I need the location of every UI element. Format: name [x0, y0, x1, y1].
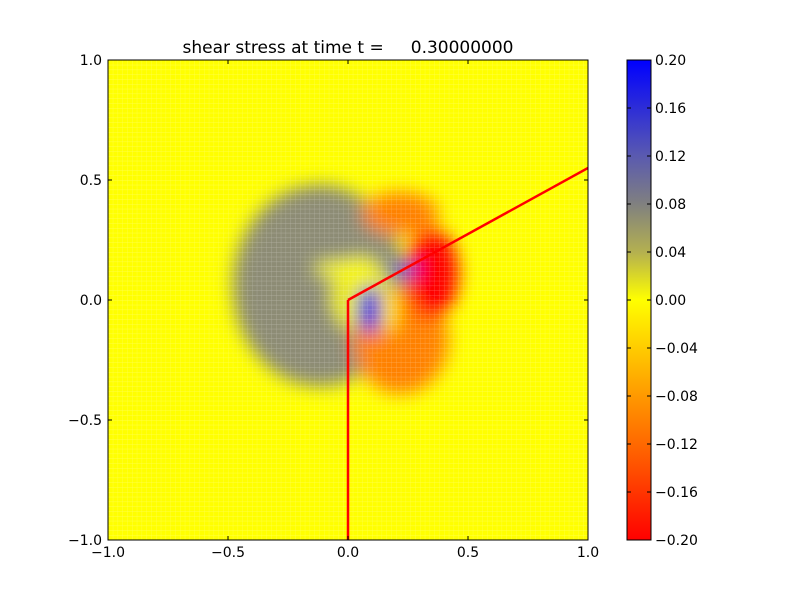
colorbar-tick-label: −0.12 [655, 437, 698, 453]
x-tick-label: 1.0 [577, 545, 599, 561]
y-tick-label: −1.0 [68, 533, 102, 549]
oblique-segment-line [347, 166, 588, 302]
x-tick-label: −1.0 [91, 545, 125, 561]
x-tick-label: 0.0 [337, 545, 359, 561]
chart-title: shear stress at time t = 0.30000000 [183, 38, 514, 58]
colorbar-tick-label: −0.16 [655, 485, 698, 501]
colorbar-tick-label: 0.08 [655, 197, 686, 213]
x-tick-label: 0.5 [457, 545, 479, 561]
y-tick-label: 0.5 [80, 173, 102, 189]
colorbar-tick-label: 0.16 [655, 101, 686, 117]
y-tick-label: −0.5 [68, 413, 102, 429]
colorbar-tick-label: 0.04 [655, 245, 686, 261]
y-tick-label: 1.0 [80, 53, 102, 69]
colorbar-tick-label: −0.04 [655, 341, 698, 357]
colorbar-tick-label: −0.20 [655, 533, 698, 549]
colorbar-tick-label: 0.00 [655, 293, 686, 309]
y-tick-label: 0.0 [80, 293, 102, 309]
x-tick-label: −0.5 [211, 545, 245, 561]
colorbar-tick-label: 0.12 [655, 149, 686, 165]
colorbar-tick-label: 0.20 [655, 53, 686, 69]
heatmap [108, 60, 588, 540]
colorbar-tick-label: −0.08 [655, 389, 698, 405]
